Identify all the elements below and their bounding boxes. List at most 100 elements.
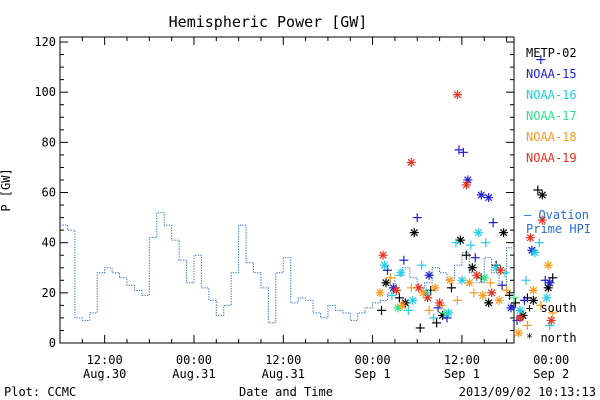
north-marker: [496, 265, 506, 275]
north-marker: [479, 273, 489, 283]
y-axis: 0 20 40 60 80 100 120: [34, 35, 514, 350]
legend-ovation-label-line2: Prime HPI: [526, 222, 591, 236]
x-tick-date-label: Aug.31: [172, 367, 215, 381]
south-marker: [534, 238, 544, 248]
south-marker: [382, 265, 392, 275]
legend-series-label: NOAA-15: [526, 67, 577, 81]
y-tick-label: 60: [42, 186, 56, 200]
y-tick-label: 120: [34, 35, 56, 49]
south-marker: [521, 275, 531, 285]
marker-stroke: [380, 261, 389, 269]
marker-stroke: [397, 269, 405, 277]
legend-series-label: METP-02: [526, 46, 577, 60]
x-tick-date-label: Sep 2: [533, 367, 569, 381]
legend-south-label: + south: [526, 301, 577, 315]
south-marker: [385, 273, 395, 283]
south-marker: [452, 295, 462, 305]
plot-credit: Plot: CCMC: [4, 385, 76, 399]
marker-stroke: [547, 316, 555, 325]
legend: METP-02 NOAA-15 NOAA-16 NOAA-17 NOAA-18 NOAA-…: [524, 46, 591, 345]
marker-stroke: [516, 314, 524, 322]
y-tick-label: 40: [42, 236, 56, 250]
x-tick-time-label: 00:00: [176, 353, 212, 367]
marker-stroke: [465, 279, 474, 287]
north-marker: [476, 190, 486, 200]
south-marker: [387, 290, 397, 300]
south-marker: [417, 260, 427, 270]
legend-series-label: NOAA-17: [526, 109, 577, 123]
marker-stroke: [531, 249, 539, 257]
north-marker: [423, 293, 433, 303]
north-marker: [455, 235, 465, 245]
x-tick-date-label: Sep 1: [355, 367, 391, 381]
north-marker: [525, 233, 535, 243]
marker-stroke: [435, 299, 444, 307]
north-marker: [472, 270, 482, 280]
legend-ovation-label: — Ovation: [524, 208, 589, 222]
x-tick-time-label: 00:00: [533, 353, 569, 367]
x-tick-date-label: Aug.31: [262, 367, 305, 381]
marker-stroke: [479, 291, 487, 300]
plot-timestamp: 2013/09/02 10:13:13: [459, 385, 596, 399]
marker-stroke: [398, 301, 407, 310]
x-tick-date-label: Sep 1: [444, 367, 480, 381]
marker-stroke: [409, 296, 417, 305]
marker-stroke: [529, 286, 538, 294]
north-marker: [484, 193, 494, 203]
marker-stroke: [446, 276, 454, 284]
north-marker: [375, 288, 385, 298]
marker-stroke: [495, 296, 503, 305]
south-marker: [533, 185, 543, 195]
x-axis: 12:00Aug.3000:00Aug.3112:00Aug.3100:00Se…: [59, 37, 569, 381]
north-marker: [408, 295, 418, 305]
marker-stroke: [462, 181, 471, 189]
north-marker: [484, 298, 494, 308]
south-marker: [432, 318, 442, 328]
north-marker: [464, 278, 474, 288]
legend-north-label: * north: [526, 331, 577, 345]
marker-stroke: [492, 264, 500, 272]
y-tick-label: 20: [42, 286, 56, 300]
south-marker: [548, 273, 558, 283]
legend-series-label: NOAA-16: [526, 88, 577, 102]
north-marker: [473, 228, 483, 238]
south-marker: [522, 320, 532, 330]
south-marker: [536, 55, 546, 65]
south-marker: [519, 295, 529, 305]
marker-stroke: [499, 228, 508, 237]
north-marker: [537, 190, 547, 200]
marker-stroke: [516, 306, 524, 315]
plot-frame: [59, 36, 515, 344]
north-marker: [457, 275, 467, 285]
y-tick-label: 0: [49, 336, 56, 350]
north-marker: [378, 250, 388, 260]
south-marker: [461, 250, 471, 260]
y-tick-label: 100: [34, 85, 56, 99]
marker-stroke: [458, 276, 466, 284]
south-marker: [394, 293, 404, 303]
north-marker: [530, 248, 540, 258]
south-marker: [377, 305, 387, 315]
north-marker: [542, 293, 552, 303]
north-marker: [487, 288, 497, 298]
south-marker: [469, 288, 479, 298]
y-tick-label: 80: [42, 135, 56, 149]
x-tick-time-label: 12:00: [444, 353, 480, 367]
marker-stroke: [538, 191, 546, 199]
north-marker: [381, 278, 391, 288]
x-axis-label: Date and Time: [239, 385, 333, 399]
north-marker: [478, 290, 488, 300]
north-marker: [545, 278, 555, 288]
marker-stroke: [538, 216, 546, 224]
marker-stroke: [488, 289, 496, 297]
north-marker: [513, 328, 523, 338]
marker-stroke: [544, 261, 552, 269]
marker-stroke: [485, 299, 493, 307]
north-marker: [543, 260, 553, 270]
marker-stroke: [529, 296, 538, 305]
marker-stroke: [496, 266, 505, 274]
marker-stroke: [431, 284, 439, 292]
north-marker: [537, 215, 547, 225]
south-marker: [536, 300, 546, 310]
marker-stroke: [415, 284, 423, 292]
